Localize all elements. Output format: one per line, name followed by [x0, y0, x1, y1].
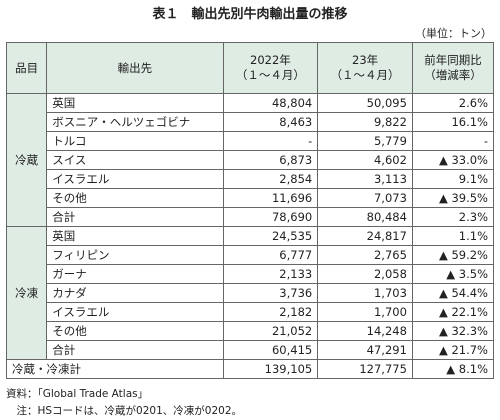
- data-row: ガーナ 2,133 2,058 ▲ 3.5%: [7, 264, 495, 284]
- value-cell: 47,291: [317, 340, 413, 360]
- header-cell: 品目: [5, 42, 48, 94]
- value-cell: 9,822: [317, 112, 413, 132]
- data-row: イスラエル 2,182 1,700 ▲ 22.1%: [7, 302, 495, 322]
- value-cell: 1,700: [317, 302, 413, 322]
- value-cell: 11,696: [222, 188, 319, 208]
- value-cell: ▲ 59.2%: [411, 245, 495, 265]
- destination-cell: 英国: [46, 93, 224, 113]
- value-cell: 6,777: [222, 245, 319, 265]
- value-cell: ▲ 32.3%: [411, 321, 495, 341]
- value-cell: 6,873: [222, 150, 319, 170]
- value-cell: ▲ 8.1%: [411, 359, 495, 379]
- value-cell: -: [222, 131, 319, 151]
- data-row: イスラエル 2,854 3,113 9.1%: [7, 169, 495, 189]
- data-row: スイス 6,873 4,602 ▲ 33.0%: [7, 150, 495, 170]
- header-row: 品目 輸出先 2022年 （１～４月） 23年 （１～４月） 前年同期比 （増減率）: [5, 42, 495, 94]
- value-cell: 2,765: [317, 245, 413, 265]
- value-cell: 4,602: [317, 150, 413, 170]
- data-row: その他 11,696 7,073 ▲ 39.5%: [7, 188, 495, 208]
- data-row: その他 21,052 14,248 ▲ 32.3%: [7, 321, 495, 341]
- value-cell: 139,105: [222, 359, 319, 379]
- group-label: 冷蔵: [5, 93, 48, 227]
- value-cell: ▲ 22.1%: [411, 302, 495, 322]
- destination-cell: トルコ: [46, 131, 224, 151]
- value-cell: 1,703: [317, 283, 413, 303]
- destination-cell: ガーナ: [46, 264, 224, 284]
- destination-cell: カナダ: [46, 283, 224, 303]
- source-note: 資料：「Global Trade Atlas」: [6, 388, 149, 400]
- value-cell: 80,484: [317, 207, 413, 227]
- value-cell: 7,073: [317, 188, 413, 208]
- destination-cell: フィリピン: [46, 245, 224, 265]
- total-row: 冷蔵・冷凍計 139,105 127,775 ▲ 8.1%: [6, 359, 495, 379]
- value-cell: 2,182: [222, 302, 319, 322]
- value-cell: 9.1%: [411, 169, 495, 189]
- value-cell: 21,052: [222, 321, 319, 341]
- header-cell: 前年同期比 （増減率）: [411, 42, 495, 94]
- data-row: 冷凍 英国 24,535 24,817 1.1%: [5, 226, 495, 360]
- destination-cell: ボスニア・ヘルツェゴビナ: [46, 112, 224, 132]
- title: 表１ 輸出先別牛肉輸出量の推移: [152, 7, 348, 22]
- value-cell: ▲ 54.4%: [411, 283, 495, 303]
- data-row: 冷蔵 英国 48,804 50,095 2.6%: [5, 93, 495, 227]
- destination-cell: イスラエル: [46, 302, 224, 322]
- data-row: フィリピン 6,777 2,765 ▲ 59.2%: [7, 245, 495, 265]
- destination-cell: スイス: [46, 150, 224, 170]
- value-cell: ▲ 3.5%: [411, 264, 495, 284]
- header-text: （１～４月）: [235, 68, 305, 82]
- header-text: 輸出先: [117, 60, 153, 75]
- value-cell: 3,736: [222, 283, 319, 303]
- value-cell: 16.1%: [411, 112, 495, 132]
- value-cell: ▲ 21.7%: [411, 340, 495, 360]
- value-cell: 50,095: [317, 93, 413, 113]
- destination-cell: その他: [46, 321, 224, 341]
- data-row: カナダ 3,736 1,703 ▲ 54.4%: [7, 283, 495, 303]
- value-cell: 2,133: [222, 264, 319, 284]
- value-cell: 24,535: [222, 226, 319, 246]
- header-text: 品目: [15, 60, 39, 75]
- data-row: トルコ -5,779-: [7, 131, 495, 151]
- value-cell: 78,690: [222, 207, 319, 227]
- header-cell: 2022年 （１～４月）: [222, 42, 319, 94]
- value-cell: ▲ 33.0%: [411, 150, 495, 170]
- data-row: ボスニア・ヘルツェゴビナ 8,463 9,822 16.1%: [7, 112, 495, 132]
- destination-cell: イスラエル: [46, 169, 224, 189]
- header-text: （１～４月）: [330, 68, 400, 82]
- destination-cell: 合計: [46, 207, 224, 227]
- value-cell: 8,463: [222, 112, 319, 132]
- value-cell: 5,779: [317, 131, 413, 151]
- data-row: 合計 78,690 80,484 2.3%: [7, 207, 495, 227]
- header-cell: 輸出先: [46, 42, 224, 94]
- header-text: 23年: [352, 53, 379, 67]
- group-label: 冷凍: [5, 226, 48, 360]
- footnote: 注：HSコードは、冷蔵が0201、冷凍が0202。: [6, 405, 243, 417]
- unit: （単位：トン）: [415, 27, 492, 40]
- header-text: 前年同期比: [424, 53, 482, 67]
- value-cell: 2,854: [222, 169, 319, 189]
- value-cell: 2.3%: [411, 207, 495, 227]
- value-cell: 127,775: [317, 359, 413, 379]
- value-cell: -: [411, 131, 495, 151]
- data-row: 合計 60,415 47,291 ▲ 21.7%: [7, 340, 495, 360]
- header-text: （増減率）: [424, 68, 482, 82]
- value-cell: 24,817: [317, 226, 413, 246]
- table: 品目 輸出先 2022年 （１～４月） 23年 （１～４月） 前年同期比 （増減率） 冷蔵 英国 4…: [5, 42, 495, 379]
- total-label: 冷蔵・冷凍計: [6, 359, 224, 379]
- value-cell: ▲ 39.5%: [411, 188, 495, 208]
- value-cell: 3,113: [317, 169, 413, 189]
- destination-cell: 合計: [46, 340, 224, 360]
- value-cell: 14,248: [317, 321, 413, 341]
- destination-cell: その他: [46, 188, 224, 208]
- header-cell: 23年 （１～４月）: [317, 42, 413, 94]
- value-cell: 60,415: [222, 340, 319, 360]
- header-text: 2022年: [250, 53, 291, 67]
- value-cell: 1.1%: [411, 226, 495, 246]
- destination-cell: 英国: [46, 226, 224, 246]
- value-cell: 2.6%: [411, 93, 495, 113]
- value-cell: 2,058: [317, 264, 413, 284]
- value-cell: 48,804: [222, 93, 319, 113]
